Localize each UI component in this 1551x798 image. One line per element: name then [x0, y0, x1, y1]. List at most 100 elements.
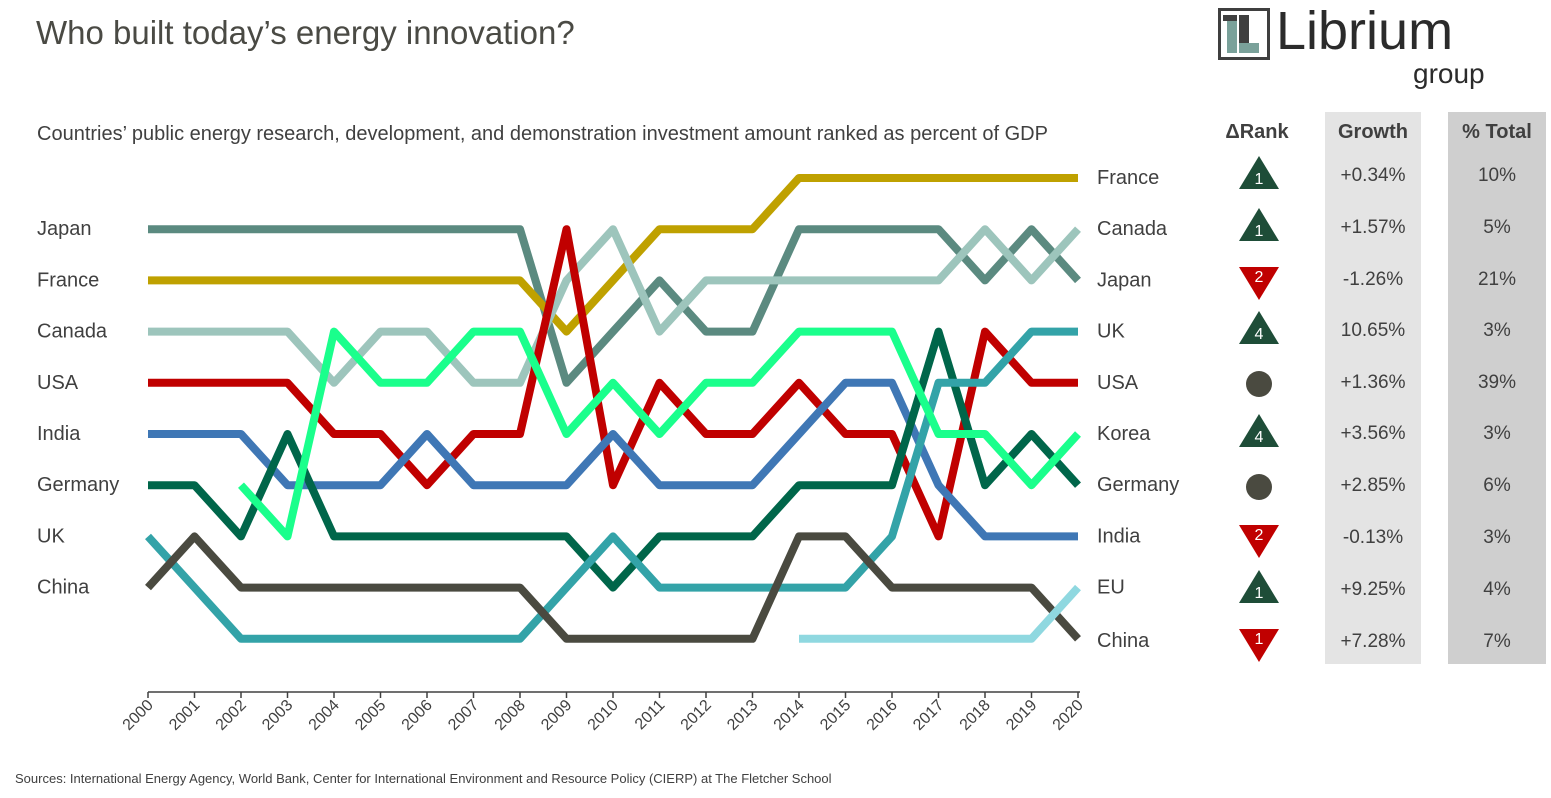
total-cell: 5%: [1483, 217, 1511, 238]
delta-rank-marker-up: 1: [1239, 570, 1279, 603]
growth-cell: +2.85%: [1340, 475, 1406, 496]
delta-rank-marker-down: 2: [1239, 267, 1279, 300]
x-tick-label: 2015: [817, 697, 854, 734]
total-bg-column: [1448, 112, 1546, 664]
x-tick-label: 2012: [678, 697, 715, 734]
series-line-eu: [799, 584, 1081, 643]
delta-rank-marker-up: 1: [1239, 208, 1279, 241]
logo-mark-icon: [1218, 8, 1270, 60]
delta-rank-value: 4: [1255, 429, 1264, 446]
left-label: China: [37, 577, 90, 599]
growth-cell: +1.36%: [1340, 372, 1406, 393]
total-cell: 39%: [1477, 372, 1517, 393]
series-line-germany: [148, 327, 1081, 592]
x-tick-label: 2019: [1003, 697, 1040, 734]
up-triangle-icon: [1239, 414, 1279, 447]
delta-rank-value: 1: [1255, 171, 1264, 188]
total-cell: 7%: [1483, 631, 1511, 652]
right-label: Korea: [1097, 423, 1151, 445]
page-title: Who built today’s energy innovation?: [36, 14, 575, 51]
up-triangle-icon: [1239, 156, 1279, 189]
up-triangle-icon: [1239, 570, 1279, 603]
x-tick-label: 2005: [352, 697, 389, 734]
delta-rank-value: 2: [1255, 527, 1264, 544]
series-lines: [145, 174, 1081, 643]
x-tick-label: 2008: [492, 697, 529, 734]
x-tick-label: 2006: [399, 697, 436, 734]
delta-rank-value: 1: [1255, 585, 1264, 602]
delta-rank-marker-same: [1246, 474, 1272, 500]
total-cell: 3%: [1483, 320, 1511, 341]
series-line-usa: [148, 225, 1078, 541]
left-label: France: [37, 269, 99, 291]
right-label: China: [1097, 630, 1150, 652]
series-line-france: [148, 174, 1078, 336]
x-tick-label: 2010: [585, 697, 622, 734]
total-cell: 10%: [1477, 165, 1517, 186]
right-label: Canada: [1097, 218, 1168, 240]
growth-cell: +7.28%: [1340, 631, 1406, 652]
delta-rank-marker-up: 4: [1239, 311, 1279, 344]
x-tick-label: 2017: [910, 697, 947, 734]
down-triangle-icon: [1239, 525, 1279, 558]
sources-note: Sources: International Energy Agency, Wo…: [15, 771, 832, 786]
delta-rank-marker-up: 4: [1239, 414, 1279, 447]
table-header: Growth: [1338, 121, 1408, 143]
left-label: USA: [37, 372, 79, 394]
left-label: India: [37, 423, 81, 445]
x-tick-label: 2020: [1050, 697, 1087, 734]
series-line-uk: [145, 327, 1078, 643]
delta-rank-marker-same: [1246, 371, 1272, 397]
delta-rank-marker-up: 1: [1239, 156, 1279, 189]
right-label: Japan: [1097, 269, 1152, 291]
series-line-china: [145, 532, 1081, 643]
delta-rank-marker-down: 2: [1239, 525, 1279, 558]
logo-word: Librium: [1276, 1, 1454, 61]
right-label: USA: [1097, 372, 1139, 394]
no-change-circle-icon: [1246, 474, 1272, 500]
x-tick-label: 2011: [632, 697, 668, 733]
x-tick-label: 2016: [864, 697, 901, 734]
chart-subtitle: Countries’ public energy research, devel…: [37, 123, 1048, 145]
delta-rank-value: 2: [1255, 269, 1264, 286]
x-tick-label: 2007: [445, 697, 482, 734]
growth-bg-column: [1325, 112, 1421, 664]
x-tick-label: 2003: [259, 697, 296, 734]
growth-cell: 10.65%: [1340, 320, 1406, 341]
growth-cell: +3.56%: [1340, 423, 1406, 444]
librium-logo: Librium group: [1218, 1, 1498, 92]
growth-cell: -1.26%: [1342, 269, 1404, 290]
right-label: France: [1097, 167, 1159, 189]
total-cell: 21%: [1477, 269, 1517, 290]
x-tick-label: 2014: [771, 697, 808, 734]
delta-rank-value: 1: [1255, 631, 1264, 648]
x-tick-label: 2002: [213, 697, 250, 734]
no-change-circle-icon: [1246, 371, 1272, 397]
x-tick-label: 2000: [120, 697, 157, 734]
left-label: UK: [37, 525, 65, 547]
total-cell: 4%: [1483, 579, 1511, 600]
series-line-japan: [148, 225, 1081, 387]
up-triangle-icon: [1239, 208, 1279, 241]
x-tick-label: 2004: [306, 697, 343, 734]
down-triangle-icon: [1239, 629, 1279, 662]
down-triangle-icon: [1239, 267, 1279, 300]
left-label: Japan: [37, 218, 92, 240]
right-label: UK: [1097, 321, 1125, 343]
left-label: Germany: [37, 474, 119, 496]
x-tick-label: 2009: [538, 697, 575, 734]
right-label: India: [1097, 525, 1141, 547]
right-label: EU: [1097, 577, 1125, 599]
growth-cell: +0.34%: [1340, 165, 1406, 186]
series-line-korea: [238, 327, 1081, 541]
x-tick-label: 2001: [166, 697, 203, 734]
delta-rank-value: 1: [1255, 223, 1264, 240]
series-line-india: [148, 378, 1078, 541]
right-label: Germany: [1097, 474, 1179, 496]
series-line-canada: [148, 225, 1081, 387]
growth-cell: -0.13%: [1342, 527, 1404, 548]
total-cell: 3%: [1483, 527, 1511, 548]
table-header: ΔRank: [1225, 121, 1289, 143]
up-triangle-icon: [1239, 311, 1279, 344]
